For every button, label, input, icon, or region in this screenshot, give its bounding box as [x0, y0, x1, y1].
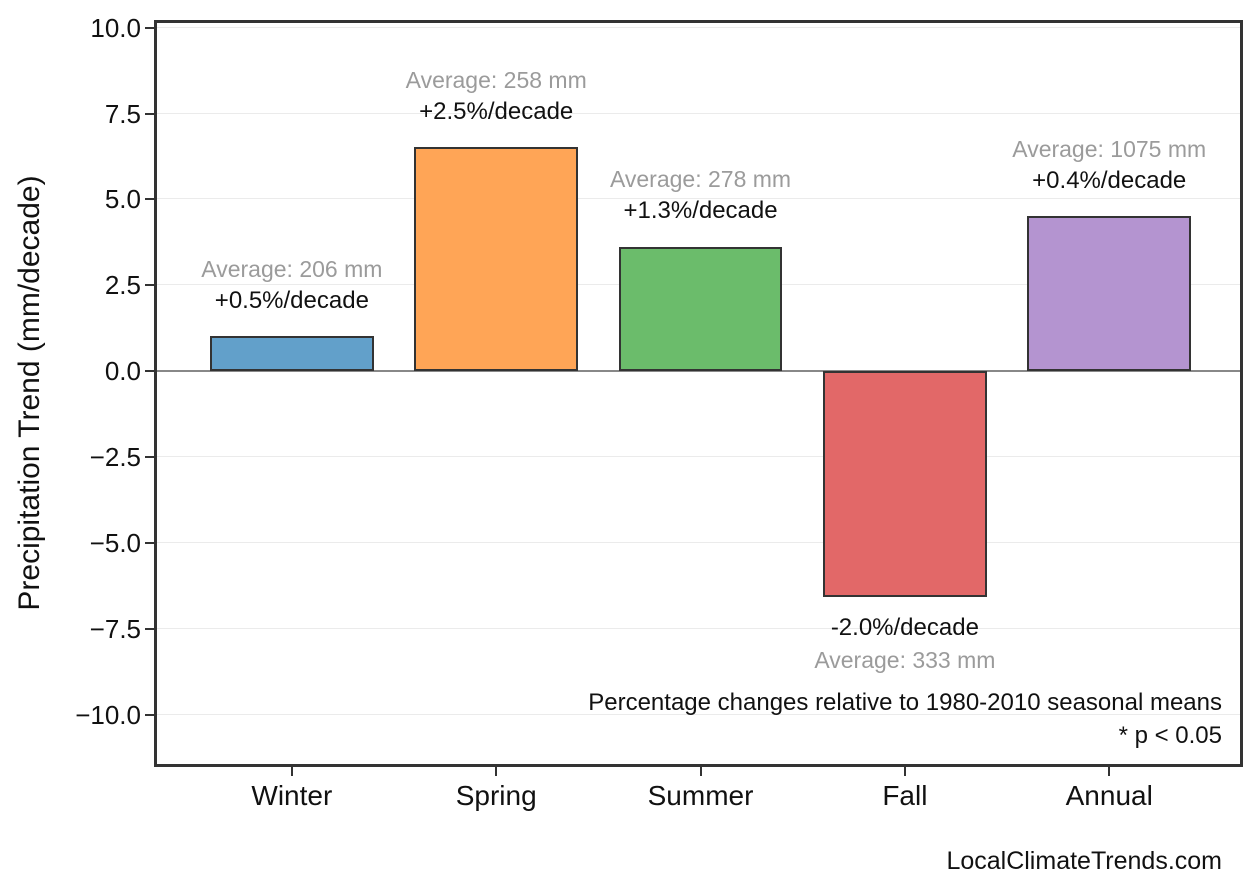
bar-fall [823, 370, 987, 598]
gridline [157, 198, 1240, 200]
plot-area [154, 20, 1243, 767]
y-tick-mark [145, 456, 154, 459]
gridline [157, 456, 1240, 458]
bar-average-text: Average: 333 mm [814, 646, 996, 673]
x-category-label-summer: Summer [647, 780, 754, 811]
bar-trend-text: +0.5%/decade [214, 286, 369, 314]
x-tick-mark [1108, 767, 1111, 776]
watermark-text: LocalClimateTrends.com [946, 847, 1222, 875]
y-tick-label: 2.5 [104, 270, 141, 301]
bar-trend-text: +2.5%/decade [419, 97, 574, 125]
x-tick-mark [903, 767, 906, 776]
y-tick-label: −7.5 [89, 613, 141, 644]
y-tick-label: −10.0 [75, 699, 141, 730]
bar-trend-text: -2.0%/decade [830, 613, 979, 641]
x-tick-mark [290, 767, 293, 776]
gridline [157, 26, 1240, 28]
y-tick-mark [145, 26, 154, 29]
bar-winter [210, 336, 374, 371]
gridline [157, 112, 1240, 114]
bar-average-text: Average: 206 mm [201, 255, 383, 282]
y-tick-mark [145, 112, 154, 115]
gridline [157, 713, 1240, 715]
x-tick-mark [699, 767, 702, 776]
y-tick-mark [145, 370, 154, 373]
annotation-line-2: * p < 0.05 [1118, 722, 1222, 749]
y-tick-mark [145, 713, 154, 716]
y-tick-mark [145, 198, 154, 201]
y-tick-mark [145, 627, 154, 630]
y-tick-label: 0.0 [104, 356, 141, 387]
gridline [157, 627, 1240, 629]
y-tick-label: 7.5 [104, 98, 141, 129]
bar-value-label-summer: Average: 278 mm +1.3%/decade [610, 163, 791, 227]
bar-spring [414, 147, 578, 371]
x-category-label-spring: Spring [455, 780, 537, 811]
bar-average-text: Average: 278 mm [609, 166, 792, 193]
bar-trend-text: +0.4%/decade [1032, 166, 1187, 194]
x-category-label-annual: Annual [1065, 780, 1153, 811]
y-tick-mark [145, 541, 154, 544]
y-tick-mark [145, 284, 154, 287]
x-category-label-winter: Winter [251, 780, 333, 811]
x-tick-mark [495, 767, 498, 776]
bar-annual [1027, 216, 1191, 371]
y-tick-label: 5.0 [104, 184, 141, 215]
zero-line [157, 369, 1240, 372]
gridline [157, 541, 1240, 543]
y-tick-label: −5.0 [89, 527, 141, 558]
bar-average-text: Average: 1075 mm [1012, 135, 1207, 162]
y-tick-label: 10.0 [90, 12, 141, 43]
bar-value-label-spring: Average: 258 mm +2.5%/decade [406, 64, 587, 128]
bar-summer [618, 246, 783, 371]
annotation-line-1: Percentage changes relative to 1980-2010… [588, 689, 1222, 716]
bar-value-label-winter: Average: 206 mm +0.5%/decade [201, 253, 382, 317]
bar-trend-text: +1.3%/decade [623, 197, 778, 225]
x-category-label-fall: Fall [882, 780, 928, 811]
y-tick-label: −2.5 [89, 442, 141, 473]
bar-value-label-fall: -2.0%/decade Average: 333 mm [814, 612, 995, 676]
bar-value-label-annual: Average: 1075 mm +0.4%/decade [1012, 133, 1206, 197]
bar-average-text: Average: 258 mm [405, 66, 587, 93]
annotation-block: Percentage changes relative to 1980-2010… [588, 686, 1222, 752]
